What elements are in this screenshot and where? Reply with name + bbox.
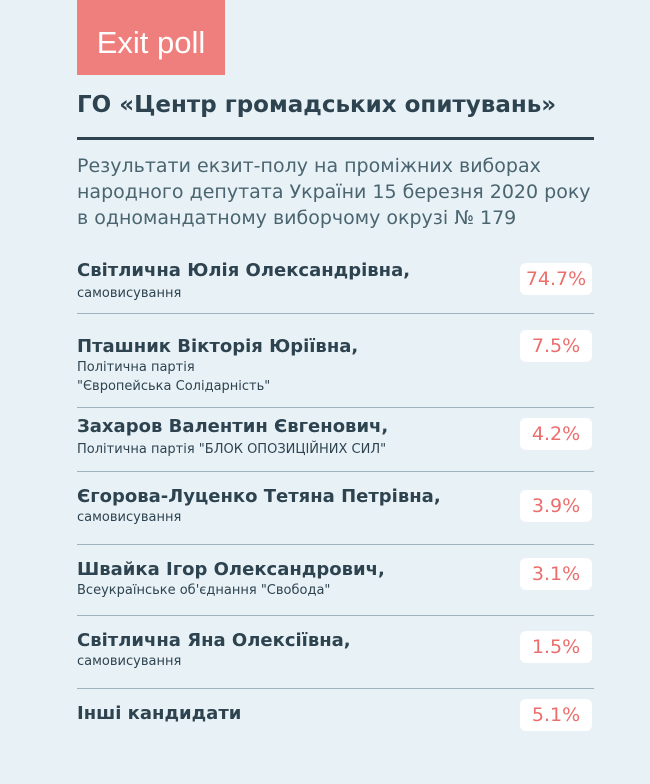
- candidate-name: Швайка Ігор Олександрович,: [77, 559, 385, 580]
- exit-poll-badge: Exit poll: [77, 0, 225, 75]
- vote-share-label: 3.1%: [520, 558, 592, 590]
- affiliation-line: самовисування: [77, 510, 182, 525]
- subtitle: Результати екзит-полу на проміжних вибор…: [77, 155, 591, 229]
- affiliation-line: "Європейська Солідарність": [77, 379, 271, 394]
- affiliation-line: самовисування: [77, 286, 182, 301]
- table-row: Світлична Юлія Олександрівна, самовисуван…: [77, 250, 594, 314]
- candidate-affiliation: самовисування: [77, 508, 181, 527]
- affiliation-line: самовисування: [77, 654, 182, 669]
- title-divider: [77, 137, 594, 140]
- candidate-affiliation: самовисування: [77, 284, 181, 303]
- table-row: Швайка Ігор Олександрович, Всеукраїнське …: [77, 545, 594, 616]
- candidate-name: Захаров Валентин Євгенович,: [77, 416, 389, 437]
- candidate-name: Світлична Юлія Олександрівна,: [77, 260, 411, 281]
- candidate-name: Інші кандидати: [77, 703, 242, 724]
- affiliation-line: Політична партія "БЛОК ОПОЗИЦІЙНИХ СИЛ": [77, 442, 387, 457]
- vote-share-label: 5.1%: [520, 699, 592, 731]
- table-row: Пташник Вікторія Юріївна, Політична парті…: [77, 314, 594, 408]
- affiliation-line: Всеукраїнське об'єднання "Свобода": [77, 583, 331, 598]
- table-row: Світлична Яна Олексіївна, самовисування 1.…: [77, 616, 594, 689]
- candidate-name: Світлична Яна Олексіївна,: [77, 630, 351, 651]
- vote-share-label: 3.9%: [520, 490, 592, 522]
- candidate-name: Пташник Вікторія Юріївна,: [77, 336, 359, 357]
- candidate-affiliation: Всеукраїнське об'єднання "Свобода": [77, 581, 330, 600]
- vote-share-label: 7.5%: [520, 330, 592, 362]
- vote-share-label: 4.2%: [520, 418, 592, 450]
- affiliation-line: Політична партія: [77, 360, 195, 375]
- vote-share-label: 74.7%: [520, 263, 592, 295]
- results-table: Світлична Юлія Олександрівна, самовисуван…: [77, 250, 594, 743]
- vote-share-label: 1.5%: [520, 631, 592, 663]
- table-row: Інші кандидати 5.1%: [77, 689, 594, 743]
- table-row: Єгорова-Луценко Тетяна Петрівна, самовису…: [77, 472, 594, 545]
- organization-title: ГО «Центр громадських опитувань»: [77, 92, 557, 118]
- candidate-affiliation: самовисування: [77, 652, 181, 671]
- candidate-affiliation: Політична партія "БЛОК ОПОЗИЦІЙНИХ СИЛ": [77, 440, 386, 459]
- candidate-name: Єгорова-Луценко Тетяна Петрівна,: [77, 486, 441, 507]
- candidate-affiliation: Політична партія "Європейська Солідарніст…: [77, 358, 270, 396]
- table-row: Захаров Валентин Євгенович, Політична пар…: [77, 408, 594, 472]
